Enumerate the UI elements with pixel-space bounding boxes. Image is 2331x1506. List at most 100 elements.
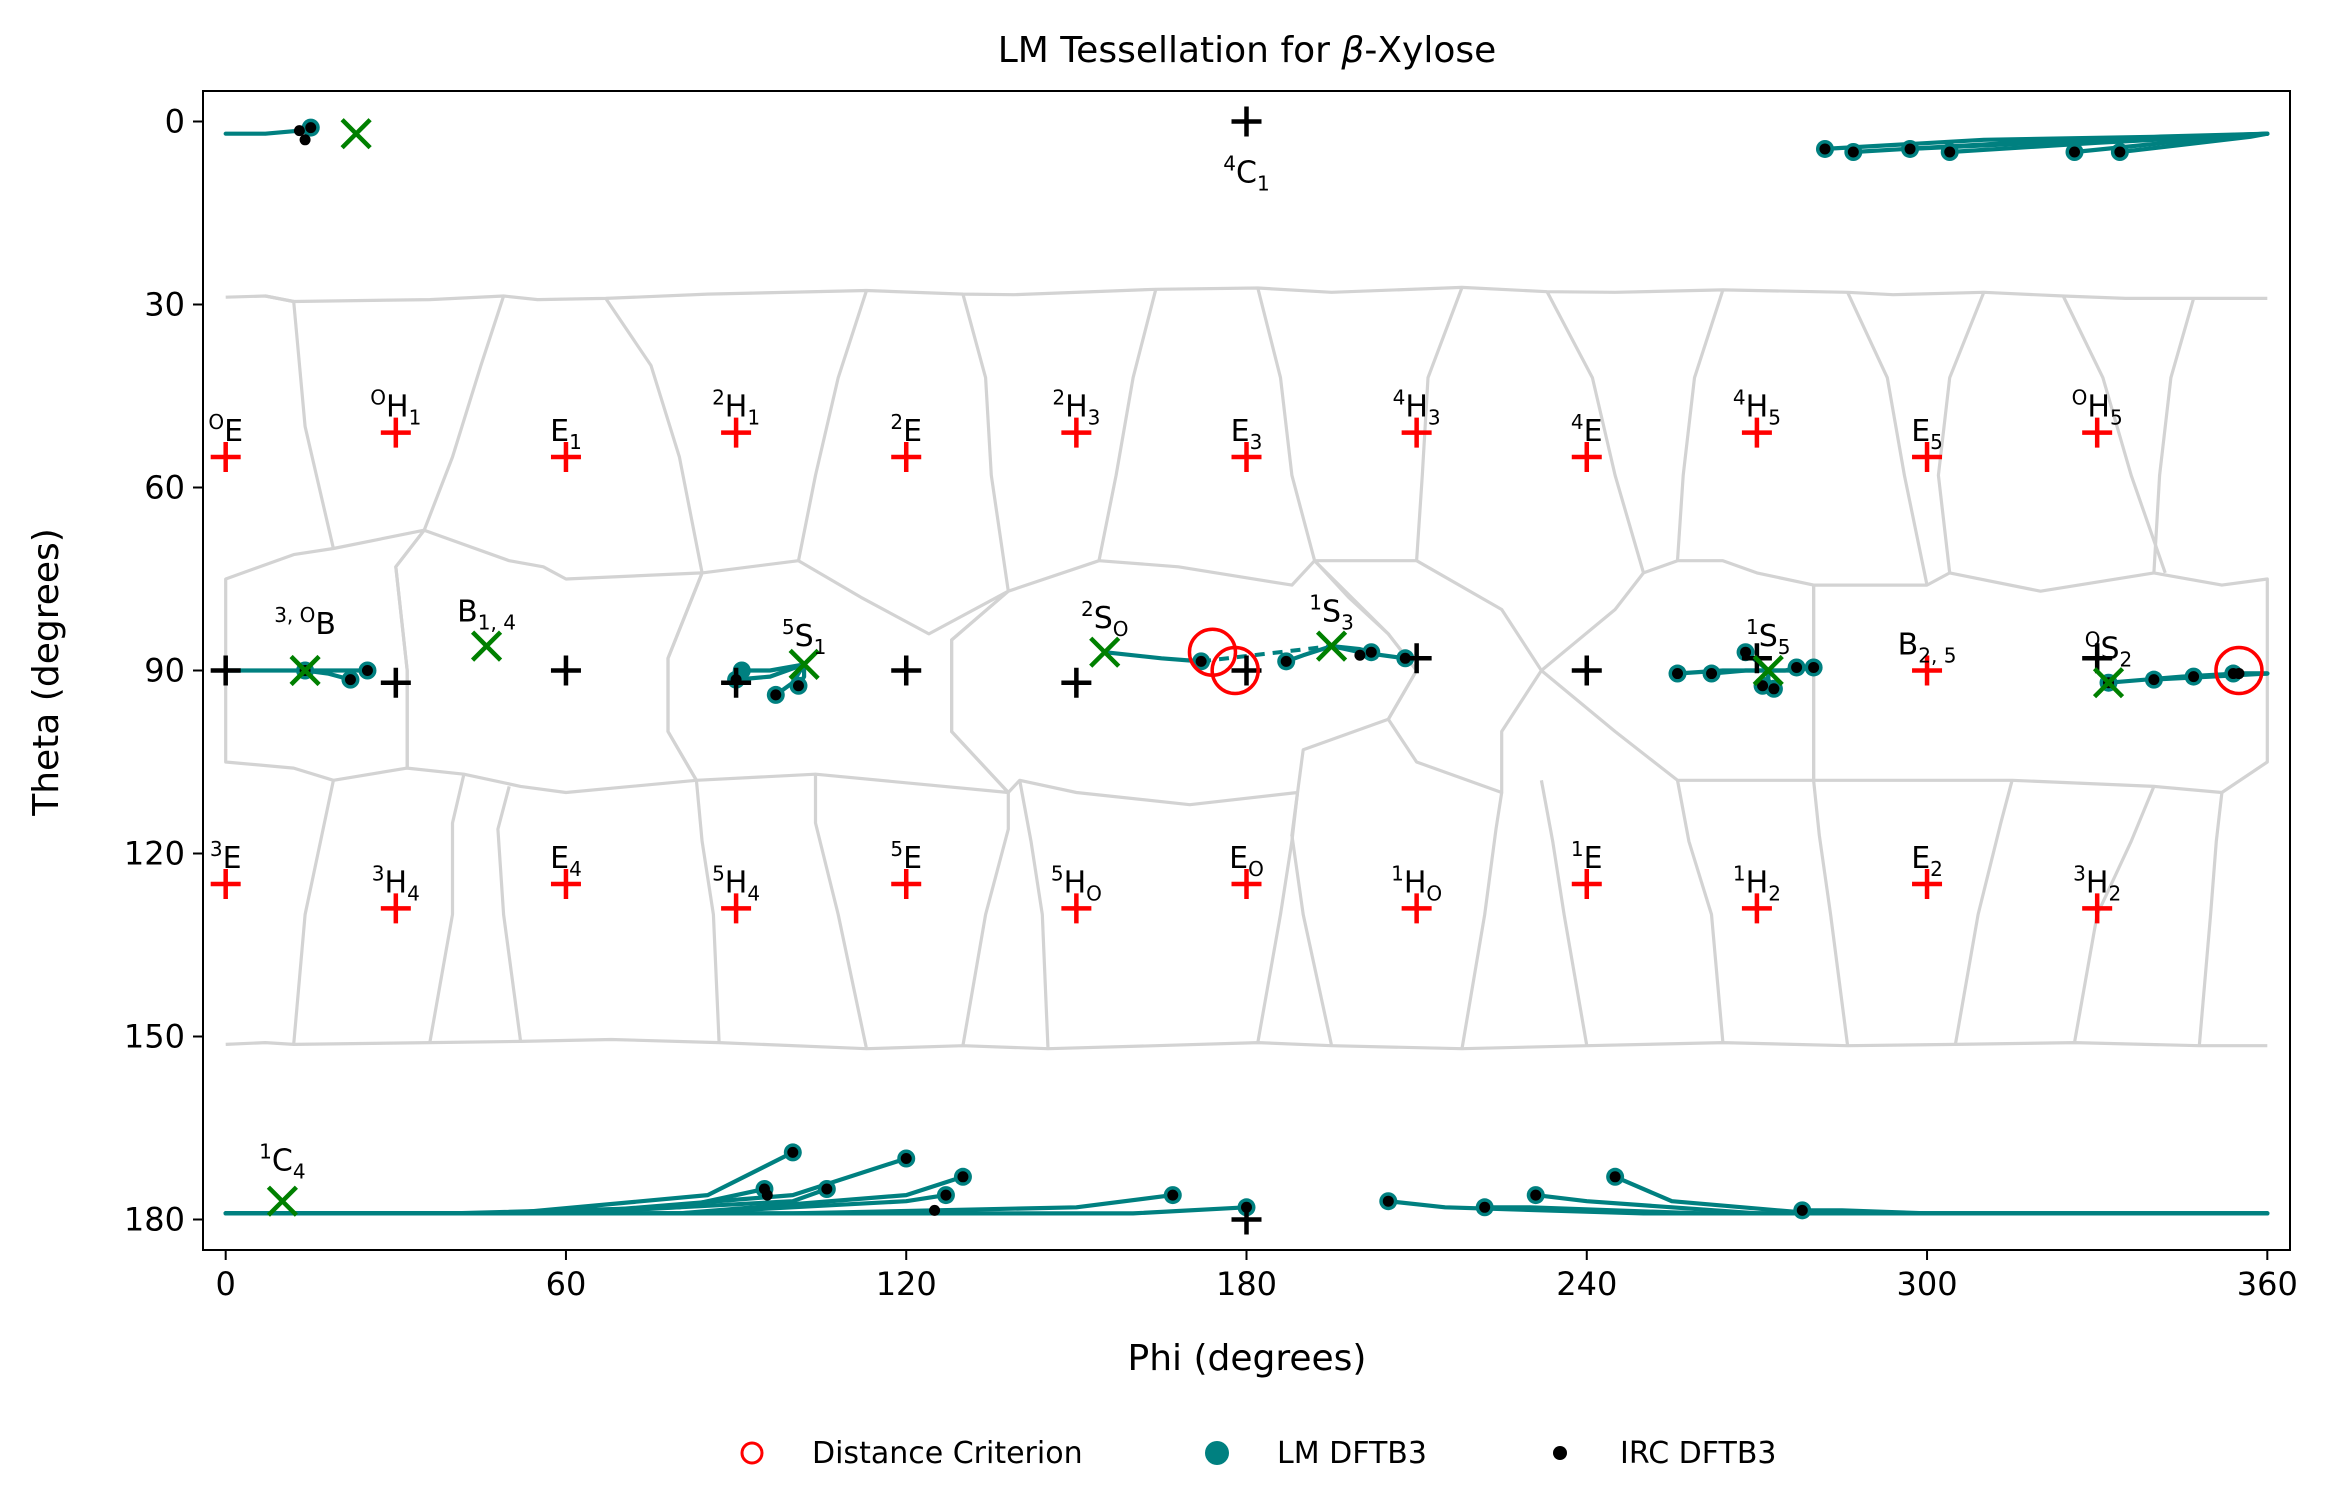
irc-dftb3-point — [821, 1183, 833, 1195]
irc-dftb3-point — [1195, 655, 1207, 667]
tess-cell-mid — [394, 528, 704, 795]
irc-dftb3-point — [761, 1189, 773, 1201]
tess-cell-mid — [1539, 559, 1816, 782]
irc-dftb3-point — [1672, 668, 1684, 680]
red-plus-marker — [1912, 442, 1943, 472]
x-tick-label: 120 — [876, 1265, 937, 1303]
label-sub: 1 — [569, 430, 582, 454]
red-plus-marker — [1231, 442, 1262, 472]
black-plus-marker — [1061, 667, 1092, 698]
irc-dftb3-point — [1280, 655, 1292, 667]
conformer-label: 3H4 — [372, 861, 420, 905]
conformer-label: 1S5 — [1746, 615, 1791, 659]
lm-curves — [223, 118, 2270, 1220]
irc-dftb3-point — [2114, 146, 2126, 158]
label-sub: 2 — [2108, 881, 2121, 905]
black-plus-marker — [891, 655, 922, 686]
irc-dftb3-point — [1365, 646, 1377, 658]
tess-divider-top — [2152, 297, 2196, 573]
x-tick-label: 60 — [546, 1265, 587, 1303]
irc-dftb3-point — [1808, 661, 1820, 673]
red-plus-marker — [721, 893, 752, 924]
y-tick-label: 30 — [144, 286, 185, 324]
label-sup: 2 — [890, 410, 903, 434]
legend: Distance Criterion LM DFTB3 IRC DFTB3 — [740, 1436, 1777, 1471]
red-plus-marker — [210, 869, 241, 899]
label-sup: 4 — [1571, 410, 1584, 434]
tess-divider-top — [1256, 287, 1317, 562]
title-prefix: LM Tessellation for — [998, 30, 1342, 71]
green-x-marker — [1752, 654, 1784, 687]
irc-dftb3-point — [787, 1146, 799, 1158]
conformer-label: 4H5 — [1733, 386, 1781, 430]
tess-divider-top — [796, 290, 869, 562]
label-main: B — [457, 595, 478, 630]
label-sup: 5 — [1051, 861, 1064, 885]
tess-divider-bottom — [1953, 779, 2014, 1045]
irc-dftb3-point — [900, 1153, 912, 1164]
y-tick-label: 120 — [124, 835, 185, 873]
conformer-label: 1C4 — [259, 1140, 305, 1184]
conformer-label: 3E — [210, 837, 242, 876]
green-x-marker — [1315, 630, 1348, 662]
conformer-label: OS2 — [2085, 627, 2133, 671]
label-sub: 5 — [1778, 635, 1791, 659]
black-plus-marker — [721, 667, 752, 698]
label-sup: 4 — [1393, 386, 1406, 410]
tess-boundary-bottom — [225, 1037, 2268, 1051]
tess-cell-mid — [1313, 559, 1543, 795]
conformer-label: 2SO — [1081, 597, 1129, 641]
label-sup: 3 — [372, 861, 385, 885]
lm-curve — [739, 662, 807, 673]
irc-dftb3-point — [1944, 146, 1956, 158]
label-sup: 4 — [1223, 152, 1236, 176]
lm-curve — [1102, 650, 1204, 664]
tess-divider-top — [1415, 286, 1464, 561]
red-plus-marker — [550, 869, 581, 899]
conformer-label: EO — [1229, 841, 1264, 881]
conformer-label: 5S1 — [782, 615, 827, 659]
label-main: H — [1405, 390, 1428, 425]
label-sub: O — [1426, 881, 1442, 905]
lm-curve — [1709, 668, 1771, 676]
green-x-marker — [2092, 667, 2125, 699]
label-sup: 1 — [1746, 615, 1759, 639]
label-sup: 4 — [1733, 386, 1746, 410]
distance-criterion-marker — [2214, 645, 2264, 696]
tess-divider-top — [1675, 289, 1725, 561]
label-sub: 3 — [1088, 406, 1101, 430]
irc-dftb3-point — [1479, 1201, 1491, 1213]
black-plus-marker — [1231, 1204, 1262, 1235]
tess-divider-bottom — [292, 779, 335, 1045]
red-plus-marker — [2082, 893, 2113, 924]
label-sub: 4 — [407, 881, 420, 905]
conformer-label: 1E — [1571, 837, 1603, 876]
tessellation-cells — [224, 285, 2269, 1051]
tess-divider-top — [961, 293, 1010, 592]
label-main: H — [1065, 390, 1088, 425]
label-sup: O — [2072, 386, 2088, 410]
label-main: B — [1898, 628, 1919, 663]
lm-curve — [2117, 131, 2270, 155]
label-sup: 5 — [782, 615, 795, 639]
conformer-label: E5 — [1911, 414, 1943, 454]
label-main: H — [2087, 390, 2110, 425]
label-main: C — [272, 1144, 293, 1179]
tess-divider-bottom — [813, 774, 869, 1050]
green-x-marker — [289, 654, 321, 687]
label-sub: 1 — [814, 635, 827, 659]
x-tick-label: 300 — [1897, 1265, 1958, 1303]
irc-dftb3-point — [792, 680, 804, 692]
label-sub: 3 — [1341, 611, 1354, 635]
irc-dftb3-point — [2148, 674, 2160, 686]
y-tick-label: 150 — [124, 1018, 185, 1056]
label-sub: O — [1086, 881, 1102, 905]
title-suffix: -Xylose — [1364, 30, 1496, 71]
label-main: H — [386, 390, 409, 425]
label-sup: O — [370, 386, 386, 410]
red-plus-marker — [380, 893, 411, 924]
label-sub: 1, 4 — [478, 611, 516, 635]
conformer-label: E3 — [1231, 414, 1263, 454]
label-main: E — [550, 414, 569, 449]
